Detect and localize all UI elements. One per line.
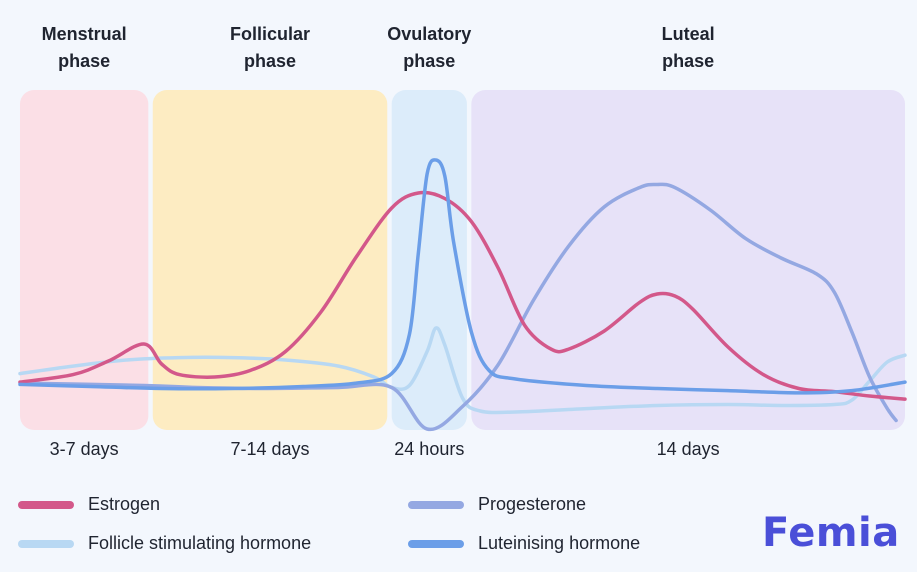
hormone-lines [18,158,907,432]
series-line-estrogen [18,190,907,401]
series-line-follicle-stimulating-hormone [18,326,907,415]
legend-item-estrogen: Estrogen [18,494,160,515]
legend-label-lh: Luteinising hormone [478,533,641,553]
phase-band-ovulatory [391,90,467,430]
femia-logo: Femia [762,510,900,556]
phase-band-menstrual [20,90,149,430]
legend-item-fsh: Follicle stimulating hormone [18,533,311,554]
phase-titles: Menstrual phase Follicular phase Ovulatory ph… [42,24,715,71]
legend: Estrogen Progesterone Follicle stimulati… [0,484,917,564]
series-line-luteinising-hormone [18,158,907,395]
phase-title-ovulatory-line1: Ovulatory [387,24,471,44]
legend-swatch-lh [408,539,464,548]
legend-swatch-progesterone [408,500,464,509]
phase-band-follicular [152,90,388,430]
phase-title-follicular-line1: Follicular [230,24,310,44]
legend-item-progesterone: Progesterone [408,494,586,515]
legend-label-estrogen: Estrogen [88,494,161,514]
legend-item-lh: Luteinising hormone [408,533,640,554]
phase-title-ovulatory-line2: phase [403,51,455,71]
legend-swatch-estrogen [18,500,74,509]
phase-duration-luteal: 14 days [657,439,720,459]
phase-title-luteal-line2: phase [662,51,714,71]
phase-duration-ovulatory: 24 hours [394,439,464,459]
legend-label-fsh: Follicle stimulating hormone [88,533,312,553]
phase-title-luteal-line1: Luteal [662,24,715,44]
phase-title-menstrual-line2: phase [58,51,110,71]
phase-band-luteal [471,90,905,430]
phase-durations: 3-7 days 7-14 days 24 hours 14 days [50,439,720,459]
phase-duration-menstrual: 3-7 days [50,439,119,459]
phase-title-follicular-line2: phase [244,51,296,71]
phase-duration-follicular: 7-14 days [230,439,309,459]
legend-label-progesterone: Progesterone [478,494,587,514]
legend-swatch-fsh [18,539,74,548]
phase-title-menstrual-line1: Menstrual [42,24,127,44]
